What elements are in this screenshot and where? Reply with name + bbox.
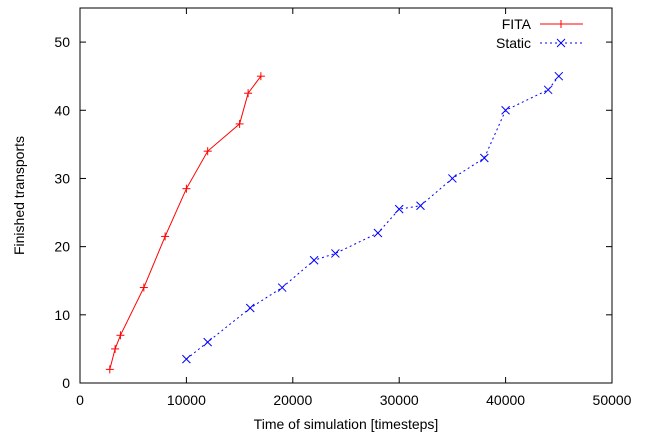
- series-fita: [105, 72, 265, 374]
- data-point-fita: [203, 147, 212, 156]
- data-point-static: [373, 228, 383, 238]
- data-point-static: [277, 283, 287, 292]
- x-tick-label: 40000: [486, 392, 525, 408]
- data-point-static-d2: [448, 174, 457, 183]
- series-layer: [105, 71, 564, 374]
- data-point-static-d2: [501, 105, 510, 115]
- legend-label-fita: FITA: [502, 16, 532, 32]
- x-axis-title: Time of simulation [timesteps]: [254, 416, 439, 432]
- legend-marker-static-d2: [556, 38, 566, 48]
- legend-label-static: Static: [496, 35, 531, 51]
- data-point-fita: [182, 184, 191, 193]
- y-tick-label: 0: [62, 375, 70, 391]
- legend: FITA Static: [496, 16, 583, 51]
- data-point-static-d2: [373, 228, 383, 238]
- data-point-static-d2: [203, 337, 213, 347]
- x-tick-label: 0: [76, 392, 84, 408]
- data-point-static: [331, 249, 340, 258]
- data-point-fita: [244, 89, 253, 98]
- y-tick-label: 50: [54, 34, 70, 50]
- data-point-static-d2: [479, 153, 489, 163]
- x-tick-label: 30000: [380, 392, 419, 408]
- data-point-static-d2: [543, 85, 553, 95]
- x-tick-label: 50000: [593, 392, 632, 408]
- data-point-static: [394, 204, 404, 214]
- data-point-fita: [111, 344, 120, 353]
- data-point-static-d2: [331, 249, 340, 258]
- data-point-fita: [256, 72, 265, 81]
- ticks-layer: 0 10000 20000 30000 40000 50000 0 10 20 30 40 50: [54, 8, 632, 408]
- data-point-static-d2: [394, 204, 404, 214]
- data-point-static: [554, 71, 564, 81]
- data-point-fita: [116, 331, 125, 340]
- series-line-static: [186, 75, 560, 360]
- data-point-static-d2: [277, 283, 287, 292]
- data-point-static: [448, 174, 457, 183]
- series-static: [182, 71, 564, 364]
- data-point-static-d2: [182, 354, 191, 364]
- y-tick-label: 20: [54, 239, 70, 255]
- data-point-static-d2: [554, 71, 564, 81]
- data-point-static: [501, 105, 510, 115]
- data-point-static: [479, 153, 489, 163]
- data-point-static: [182, 354, 191, 364]
- data-point-static-d2: [416, 201, 425, 211]
- y-axis-title: Finished transports: [11, 136, 27, 255]
- data-point-static-d2: [245, 303, 255, 313]
- legend-marker-static: [556, 38, 566, 48]
- data-point-static: [203, 337, 213, 347]
- data-point-static: [416, 201, 425, 211]
- y-tick-label: 40: [54, 102, 70, 118]
- legend-marker-fita: [557, 20, 565, 28]
- y-tick-label: 30: [54, 170, 70, 186]
- y-tick-label: 10: [54, 307, 70, 323]
- data-point-fita: [139, 283, 148, 292]
- plot-frame: [79, 7, 613, 384]
- x-tick-label: 10000: [167, 392, 206, 408]
- data-point-static-d2: [309, 255, 319, 265]
- data-point-fita: [235, 119, 244, 128]
- data-point-static: [309, 255, 319, 265]
- data-point-static: [245, 303, 255, 313]
- data-point-static: [543, 85, 553, 95]
- x-tick-label: 20000: [273, 392, 312, 408]
- data-point-fita: [161, 232, 170, 241]
- series-line-fita: [109, 75, 262, 370]
- data-point-fita: [105, 365, 114, 374]
